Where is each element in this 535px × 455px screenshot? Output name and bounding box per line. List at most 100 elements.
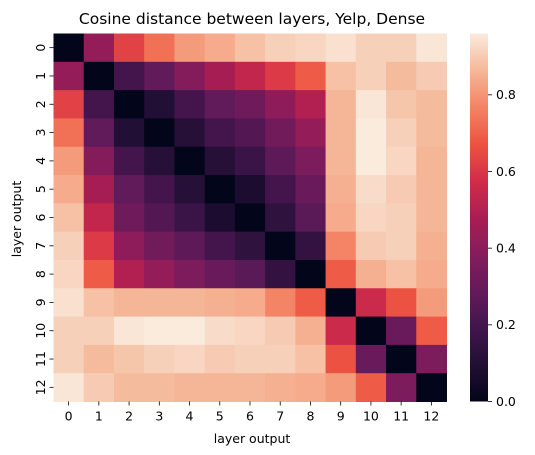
heatmap-cell-4-9 — [325, 146, 357, 176]
heatmap-cell-6-9 — [325, 203, 357, 233]
heatmap-cell-9-4 — [174, 288, 206, 318]
heatmap-cell-2-0 — [53, 90, 85, 119]
heatmap-cell-10-4 — [174, 316, 206, 346]
heatmap-cell-8-8 — [295, 259, 327, 289]
chart-title: Cosine distance between layers, Yelp, De… — [79, 10, 425, 28]
heatmap-cell-9-8 — [295, 288, 327, 318]
heatmap-cell-5-2 — [113, 175, 145, 204]
heatmap-cell-3-12 — [416, 118, 447, 148]
y-tick-label: 6 — [33, 213, 48, 221]
heatmap-cell-12-0 — [53, 373, 85, 402]
heatmap-cell-11-12 — [416, 344, 447, 374]
heatmap-cell-0-3 — [144, 33, 175, 63]
heatmap-cell-6-2 — [113, 203, 145, 233]
heatmap-cell-10-0 — [53, 316, 85, 346]
heatmap-cell-12-3 — [144, 373, 175, 402]
y-tick-label: 9 — [33, 298, 48, 306]
heatmap-cell-11-1 — [83, 344, 115, 374]
y-tick-label: 10 — [33, 323, 48, 339]
heatmap-cell-0-2 — [113, 33, 145, 63]
heatmap-cell-10-10 — [355, 316, 387, 346]
heatmap-cell-0-5 — [204, 33, 236, 63]
heatmap-cell-1-5 — [204, 61, 236, 91]
heatmap-cell-3-9 — [325, 118, 357, 148]
heatmap-cell-1-7 — [265, 61, 296, 91]
heatmap-cell-10-2 — [113, 316, 145, 346]
heatmap-cell-3-0 — [53, 118, 85, 148]
colorbar-tick-label: 0.6 — [496, 164, 516, 179]
heatmap-cell-1-2 — [113, 61, 145, 91]
heatmap-cell-0-10 — [355, 33, 387, 63]
heatmap-cell-6-5 — [204, 203, 236, 233]
x-tick-label: 10 — [363, 409, 379, 424]
heatmap-cell-9-6 — [234, 288, 266, 318]
heatmap-cell-7-10 — [355, 231, 387, 261]
heatmap-cell-5-9 — [325, 175, 357, 204]
heatmap-cell-10-7 — [265, 316, 296, 346]
heatmap-cell-3-1 — [83, 118, 115, 148]
heatmap-cell-0-11 — [386, 33, 417, 63]
heatmap-cell-11-0 — [53, 344, 85, 374]
heatmap-cell-3-8 — [295, 118, 327, 148]
heatmap-cell-11-9 — [325, 344, 357, 374]
heatmap-cell-0-1 — [83, 33, 115, 63]
heatmap-cell-4-10 — [355, 146, 387, 176]
heatmap-cell-11-3 — [144, 344, 175, 374]
heatmap-cell-6-10 — [355, 203, 387, 233]
heatmap-cell-10-12 — [416, 316, 447, 346]
x-tick-label: 8 — [306, 409, 314, 424]
heatmap-cell-9-12 — [416, 288, 447, 318]
heatmap-cell-2-11 — [386, 90, 417, 119]
y-tick-label: 11 — [33, 351, 48, 367]
x-tick-label: 6 — [246, 409, 254, 424]
heatmap-cell-2-7 — [265, 90, 296, 119]
heatmap-cell-10-9 — [325, 316, 357, 346]
heatmap-cell-5-11 — [386, 175, 417, 204]
heatmap-cell-10-11 — [386, 316, 417, 346]
heatmap-cell-10-3 — [144, 316, 175, 346]
heatmap-cell-0-12 — [416, 33, 447, 63]
x-tick-label: 7 — [276, 409, 284, 424]
heatmap-cell-4-5 — [204, 146, 236, 176]
heatmap-cell-12-6 — [234, 373, 266, 402]
heatmap-cell-9-9 — [325, 288, 357, 318]
heatmap-cell-6-3 — [144, 203, 175, 233]
heatmap-cell-5-6 — [234, 175, 266, 204]
heatmap-cell-0-4 — [174, 33, 206, 63]
heatmap-cell-6-6 — [234, 203, 266, 233]
heatmap-cell-12-10 — [355, 373, 387, 402]
heatmap-cell-12-5 — [204, 373, 236, 402]
heatmap-cell-8-2 — [113, 259, 145, 289]
heatmap-cell-5-8 — [295, 175, 327, 204]
heatmap-cell-6-0 — [53, 203, 85, 233]
x-tick-label: 12 — [423, 409, 439, 424]
heatmap-cell-3-10 — [355, 118, 387, 148]
heatmap-cell-2-12 — [416, 90, 447, 119]
heatmap-cell-9-0 — [53, 288, 85, 318]
heatmap-cell-11-5 — [204, 344, 236, 374]
heatmap-cell-4-0 — [53, 146, 85, 176]
heatmap-cell-9-3 — [144, 288, 175, 318]
heatmap-cell-12-1 — [83, 373, 115, 402]
heatmap-cell-6-8 — [295, 203, 327, 233]
heatmap-cell-3-5 — [204, 118, 236, 148]
heatmap-cell-7-0 — [53, 231, 85, 261]
heatmap-cell-9-10 — [355, 288, 387, 318]
heatmap-cell-9-7 — [265, 288, 296, 318]
heatmap-cell-6-1 — [83, 203, 115, 233]
heatmap-cell-2-6 — [234, 90, 266, 119]
heatmap-cell-7-12 — [416, 231, 447, 261]
heatmap-cell-8-11 — [386, 259, 417, 289]
colorbar — [470, 33, 488, 402]
heatmap-cell-1-1 — [83, 61, 115, 91]
heatmap-cell-0-0 — [53, 33, 85, 63]
y-tick-label: 2 — [33, 100, 48, 108]
heatmap-cell-3-3 — [144, 118, 175, 148]
heatmap-cell-8-9 — [325, 259, 357, 289]
heatmap-cell-1-6 — [234, 61, 266, 91]
colorbar-tick-label: 0.8 — [496, 87, 516, 102]
y-tick-label: 12 — [33, 379, 48, 395]
heatmap-cell-7-11 — [386, 231, 417, 261]
heatmap-cell-5-5 — [204, 175, 236, 204]
colorbar-tick-label: 0.2 — [496, 317, 516, 332]
